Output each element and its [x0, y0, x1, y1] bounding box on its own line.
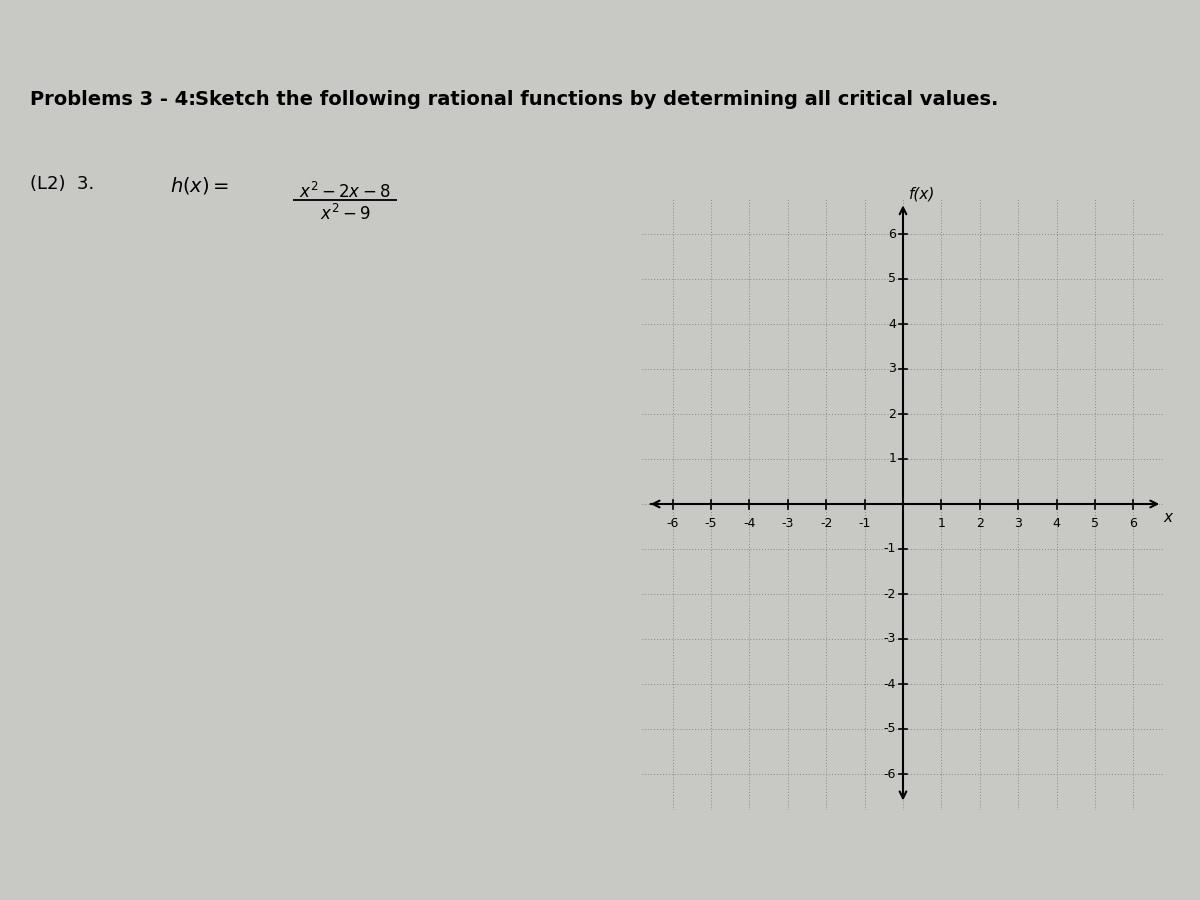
Text: 3: 3: [1014, 517, 1022, 529]
Text: $x^2-9$: $x^2-9$: [319, 204, 371, 224]
Text: -2: -2: [820, 517, 833, 529]
Text: -5: -5: [704, 517, 718, 529]
Text: -3: -3: [781, 517, 794, 529]
Text: $h(x) =$: $h(x) =$: [170, 175, 229, 196]
Text: -6: -6: [666, 517, 679, 529]
Text: Sketch the following rational functions by determining all critical values.: Sketch the following rational functions …: [194, 90, 998, 109]
Text: x: x: [1163, 510, 1172, 525]
Text: -6: -6: [883, 768, 896, 780]
Text: -2: -2: [883, 588, 896, 600]
Text: -4: -4: [883, 678, 896, 690]
Text: 4: 4: [888, 318, 896, 330]
Text: 2: 2: [888, 408, 896, 420]
Text: -1: -1: [883, 543, 896, 555]
Text: Problems 3 - 4:: Problems 3 - 4:: [30, 90, 196, 109]
Text: 5: 5: [888, 273, 896, 285]
Text: -1: -1: [858, 517, 871, 529]
Text: 6: 6: [1129, 517, 1138, 529]
Text: (L2)  3.: (L2) 3.: [30, 175, 95, 193]
Text: -5: -5: [883, 723, 896, 735]
Text: 1: 1: [888, 453, 896, 465]
Text: 3: 3: [888, 363, 896, 375]
Text: 1: 1: [937, 517, 946, 529]
Text: 2: 2: [976, 517, 984, 529]
Text: 5: 5: [1091, 517, 1099, 529]
Text: -4: -4: [743, 517, 756, 529]
Text: f(x): f(x): [908, 186, 935, 202]
Text: 6: 6: [888, 228, 896, 240]
Text: -3: -3: [883, 633, 896, 645]
Text: 4: 4: [1052, 517, 1061, 529]
Text: $x^2-2x-8$: $x^2-2x-8$: [299, 182, 391, 202]
